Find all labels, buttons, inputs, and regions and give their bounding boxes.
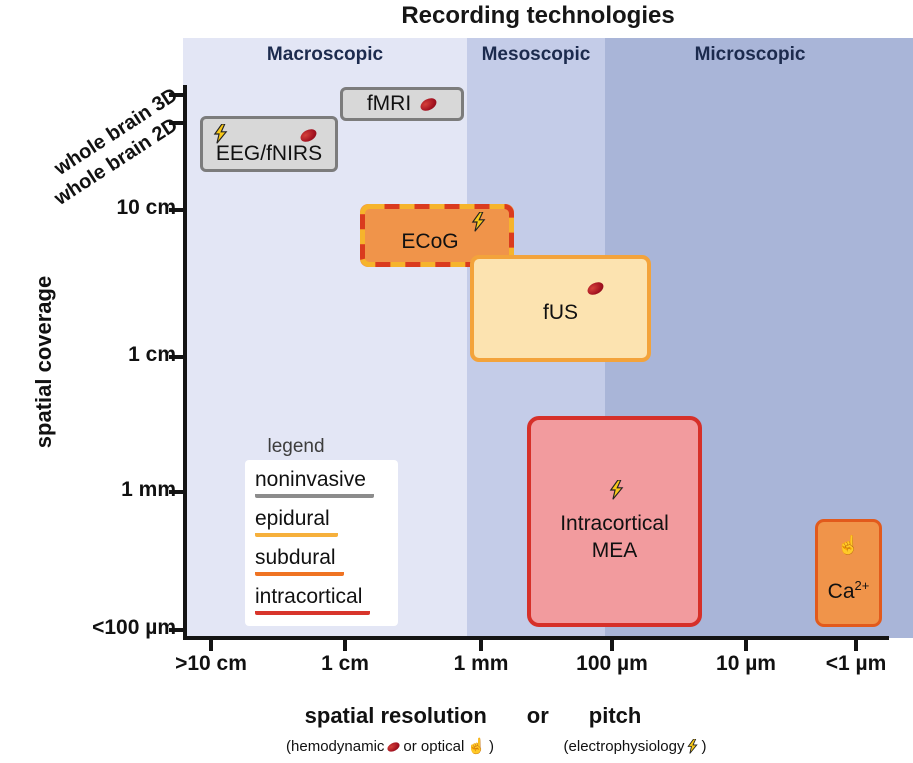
legend-box: noninvasive epidural subdural intracorti… [245, 460, 398, 626]
eeg-fnirs-box: EEG/fNIRS [200, 116, 338, 172]
fus-box: fUS [470, 255, 651, 362]
x-axis-title-or: or [526, 703, 549, 728]
y-tick-mark [169, 121, 184, 125]
fmri-label: fMRI [366, 92, 412, 115]
x-tick-mark [854, 640, 858, 651]
y-tick-label-1mm: 1 mm [121, 478, 176, 501]
x-tick-label-lt1um: <1 µm [825, 652, 887, 675]
y-axis-title: spatial coverage [31, 275, 56, 449]
legend-item-epidural: epidural [255, 507, 338, 537]
electrophysiology-bolt-icon [609, 479, 624, 500]
x-tick-mark [610, 640, 614, 651]
y-tick-mark [169, 490, 184, 494]
x-tick-label-gt10cm: >10 cm [175, 652, 247, 675]
hemodynamic-ellipse-icon [386, 739, 402, 754]
fus-label: fUS [542, 301, 578, 324]
y-axis-line [183, 85, 187, 640]
band-label-microscopic: Microscopic [694, 44, 806, 65]
ecog-label: ECoG [401, 230, 459, 253]
x-tick-mark [343, 640, 347, 651]
y-tick-mark [169, 208, 184, 212]
x-tick-label-1mm: 1 mm [453, 652, 509, 675]
y-tick-label-10cm: 10 cm [116, 196, 176, 219]
eeg-fnirs-label: EEG/fNIRS [215, 142, 323, 165]
optical-hand-icon: ☝ [467, 738, 486, 755]
x-axis-line [183, 636, 889, 640]
fmri-box: fMRI [340, 87, 464, 121]
legend-item-intracortical: intracortical [255, 585, 371, 615]
electrophysiology-bolt-icon [687, 738, 699, 754]
x-tick-label-10um: 10 µm [716, 652, 776, 675]
legend-title: legend [267, 436, 325, 457]
band-label-mesoscopic: Mesoscopic [481, 44, 591, 65]
figure-title: Recording technologies [401, 2, 675, 29]
legend-item-noninvasive: noninvasive [255, 468, 374, 498]
hemodynamic-ellipse-icon [585, 279, 606, 298]
ecog-dashed-border [360, 204, 514, 267]
y-tick-label-1cm: 1 cm [128, 343, 176, 366]
x-tick-mark [479, 640, 483, 651]
x-tick-label-100um: 100 µm [576, 652, 648, 675]
footnote-electrophysiology: (electrophysiology ) [563, 738, 707, 755]
intracortical-mea-label: Intracortical MEA [560, 512, 669, 562]
optical-hand-icon: ☝ [837, 535, 860, 555]
electrophysiology-bolt-icon [471, 211, 486, 232]
electrophysiology-bolt-icon [213, 123, 228, 144]
y-tick-mark [169, 628, 184, 632]
y-tick-label-100um: <100 µm [92, 616, 176, 639]
y-tick-mark [169, 355, 184, 359]
y-tick-mark [169, 93, 184, 97]
calcium-label: Ca2+ [827, 578, 870, 603]
hemodynamic-ellipse-icon [418, 95, 439, 113]
band-label-macroscopic: Macroscopic [266, 44, 384, 65]
calcium-imaging-box: ☝ Ca2+ [815, 519, 882, 627]
footnote-hemodynamic-optical: (hemodynamic or optical ☝ ) [286, 738, 494, 755]
legend-item-subdural: subdural [255, 546, 344, 576]
x-axis-title-resolution: spatial resolution [304, 703, 487, 728]
x-tick-label-1cm: 1 cm [321, 652, 369, 675]
x-tick-mark [209, 640, 213, 651]
intracortical-mea-box: Intracortical MEA [527, 416, 702, 627]
x-axis-title: spatial resolution or pitch [233, 703, 713, 729]
x-axis-title-pitch: pitch [588, 703, 642, 728]
x-tick-mark [744, 640, 748, 651]
